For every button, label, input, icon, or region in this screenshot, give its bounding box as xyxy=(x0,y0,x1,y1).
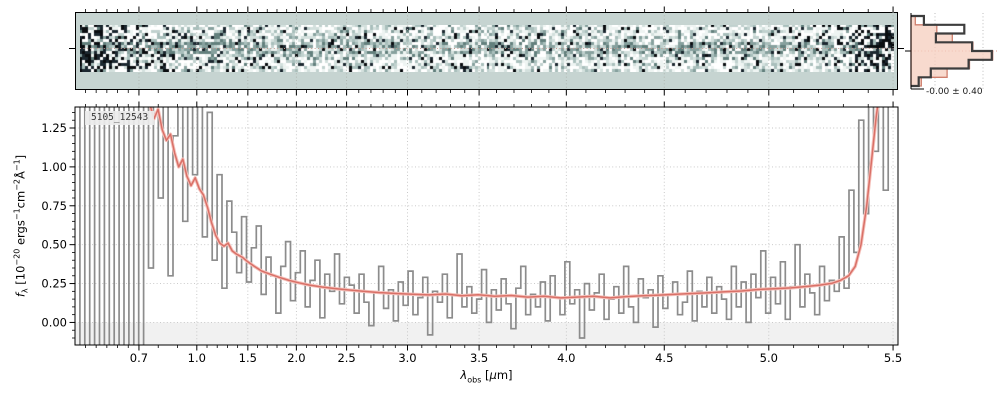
axes-spines xyxy=(74,106,899,346)
svg-text:2.0: 2.0 xyxy=(287,351,305,365)
axis-ticks xyxy=(69,6,911,351)
svg-text:0.25: 0.25 xyxy=(41,277,67,291)
spectrum-2d-noise-image xyxy=(80,25,894,72)
x-axis-label: λobs [μm] xyxy=(460,368,513,385)
main-plot-background xyxy=(75,322,898,345)
svg-text:3.0: 3.0 xyxy=(398,351,416,365)
svg-text:1.00: 1.00 xyxy=(41,160,67,174)
svg-text:0.50: 0.50 xyxy=(41,238,67,252)
svg-text:0.75: 0.75 xyxy=(41,199,67,213)
svg-text:0.00: 0.00 xyxy=(41,315,67,329)
svg-text:3.5: 3.5 xyxy=(470,351,488,365)
svg-text:4.0: 4.0 xyxy=(557,351,575,365)
grid-lines xyxy=(75,12,898,345)
histogram-stats-label: -0.00 ± 0.40 xyxy=(926,87,983,97)
svg-text:5.0: 5.0 xyxy=(760,351,778,365)
pixel-histogram xyxy=(910,13,997,90)
model-series xyxy=(148,107,880,300)
svg-text:2.5: 2.5 xyxy=(337,351,355,365)
svg-text:5.5: 5.5 xyxy=(884,351,902,365)
svg-text:0.7: 0.7 xyxy=(130,351,148,365)
svg-text:1.0: 1.0 xyxy=(188,351,206,365)
tick-labels: 0.7 1.0 1.5 2.0 2.5 3.0 3.5 4.0 4.5 5.0 5.5 0.00 0.2… xyxy=(41,121,902,365)
source-id-label: 5105_12543 xyxy=(85,111,155,126)
svg-text:1.5: 1.5 xyxy=(239,351,257,365)
svg-text:4.5: 4.5 xyxy=(655,351,673,365)
svg-text:1.25: 1.25 xyxy=(41,121,67,135)
y-axis-label: fλ [10−20 ergs−1cm−2Å−1] xyxy=(12,154,30,298)
